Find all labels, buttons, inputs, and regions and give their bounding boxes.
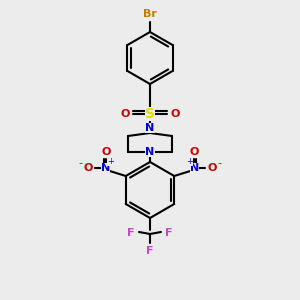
Text: +: + (107, 157, 114, 166)
Text: O: O (170, 109, 180, 119)
Text: O: O (208, 163, 217, 173)
Text: F: F (127, 228, 135, 238)
Text: -: - (79, 158, 83, 168)
Text: F: F (165, 228, 173, 238)
Text: O: O (83, 163, 92, 173)
Text: N: N (101, 163, 110, 173)
Text: O: O (120, 109, 130, 119)
Text: S: S (145, 107, 155, 121)
Text: O: O (101, 147, 110, 157)
Text: -: - (217, 158, 221, 168)
Text: F: F (146, 246, 154, 256)
Text: O: O (190, 147, 199, 157)
Text: +: + (186, 157, 193, 166)
Text: N: N (146, 123, 154, 133)
Text: N: N (190, 163, 199, 173)
Text: N: N (146, 147, 154, 157)
Text: Br: Br (143, 9, 157, 19)
